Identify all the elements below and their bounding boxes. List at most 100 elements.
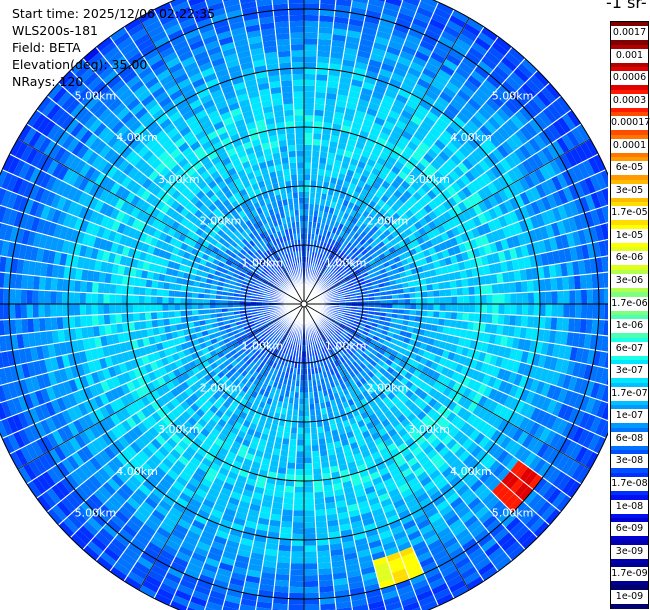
range-gate xyxy=(343,255,350,263)
range-gate xyxy=(435,267,443,276)
range-gate xyxy=(470,132,484,147)
range-gate xyxy=(361,248,369,256)
range-gate xyxy=(501,422,514,436)
range-gate xyxy=(342,232,349,240)
range-gate xyxy=(392,452,404,463)
range-gate xyxy=(380,100,393,110)
range-gate xyxy=(392,99,406,110)
range-gate xyxy=(310,433,319,440)
range-gate xyxy=(381,7,399,18)
range-gate xyxy=(327,283,334,288)
range-gate xyxy=(304,575,319,582)
range-gate xyxy=(480,172,493,186)
range-gate xyxy=(421,528,437,541)
range-gate xyxy=(581,348,590,365)
range-gate xyxy=(441,188,452,200)
range-gate xyxy=(431,227,441,238)
range-gate xyxy=(418,424,430,436)
range-gate xyxy=(348,316,356,321)
range-gate xyxy=(366,64,381,74)
range-gate xyxy=(446,334,455,344)
range-gate xyxy=(516,430,529,446)
range-gate xyxy=(327,258,333,265)
range-gate xyxy=(328,244,334,252)
range-gate xyxy=(372,335,380,342)
range-gate xyxy=(461,251,470,262)
range-gate xyxy=(348,287,356,292)
range-gate xyxy=(379,375,388,384)
range-gate xyxy=(577,332,586,349)
range-gate xyxy=(492,344,501,356)
range-gate xyxy=(363,262,371,269)
range-gate xyxy=(544,278,552,292)
range-gate xyxy=(323,352,328,360)
range-gate xyxy=(497,84,513,100)
range-gate xyxy=(423,270,431,279)
range-gate xyxy=(433,260,441,269)
range-gate xyxy=(335,100,347,108)
range-gate xyxy=(334,329,341,336)
range-gate xyxy=(575,304,582,319)
range-gate xyxy=(496,449,510,464)
range-gate xyxy=(551,99,567,117)
range-gate xyxy=(453,165,465,178)
range-gate xyxy=(449,254,458,265)
range-gate xyxy=(429,268,437,278)
range-gate xyxy=(410,333,418,341)
range-gate xyxy=(519,466,534,483)
range-gate xyxy=(465,119,480,133)
range-gate xyxy=(556,96,572,114)
range-gate xyxy=(504,304,511,315)
range-gate xyxy=(360,124,372,134)
range-gate xyxy=(421,291,428,298)
range-gate xyxy=(467,389,478,402)
range-gate xyxy=(575,347,584,363)
range-gate xyxy=(449,319,457,328)
range-gate xyxy=(407,171,419,182)
range-gate xyxy=(468,312,475,322)
range-gate xyxy=(537,480,553,498)
range-gate xyxy=(503,199,515,213)
range-gate xyxy=(413,109,427,121)
range-gate xyxy=(424,506,439,519)
range-gate xyxy=(304,433,312,440)
range-gate xyxy=(115,294,122,304)
range-gate xyxy=(400,447,412,458)
range-gate xyxy=(489,523,506,538)
range-gate xyxy=(329,342,336,349)
range-gate xyxy=(290,551,304,558)
range-gate xyxy=(562,374,572,390)
range-gate xyxy=(377,427,388,437)
range-gate xyxy=(589,174,602,192)
range-gate xyxy=(545,82,561,100)
range-gate xyxy=(474,88,490,103)
range-gate xyxy=(348,370,357,379)
range-gate xyxy=(327,343,333,350)
range-gate xyxy=(339,76,352,85)
range-gate xyxy=(337,326,344,332)
range-gate xyxy=(579,395,591,412)
range-gate xyxy=(26,304,33,319)
range-gate xyxy=(320,347,326,354)
range-gate xyxy=(304,73,317,81)
range-gate xyxy=(410,181,421,192)
range-gate xyxy=(523,451,537,467)
range-gate xyxy=(328,318,335,324)
range-gate xyxy=(482,210,493,223)
range-gate xyxy=(535,394,547,410)
range-gate xyxy=(366,158,377,168)
range-gate xyxy=(411,151,423,162)
range-gate xyxy=(363,275,371,281)
range-gate xyxy=(508,545,526,561)
range-gate xyxy=(419,278,427,286)
range-gate xyxy=(294,474,304,481)
range-gate xyxy=(427,200,438,211)
range-gate xyxy=(384,89,398,100)
range-gate xyxy=(396,12,414,24)
range-gate xyxy=(556,317,564,332)
range-gate xyxy=(460,566,478,580)
range-gate xyxy=(331,123,343,131)
range-gate xyxy=(318,585,335,593)
range-gate xyxy=(445,157,458,170)
range-gate xyxy=(455,528,471,542)
